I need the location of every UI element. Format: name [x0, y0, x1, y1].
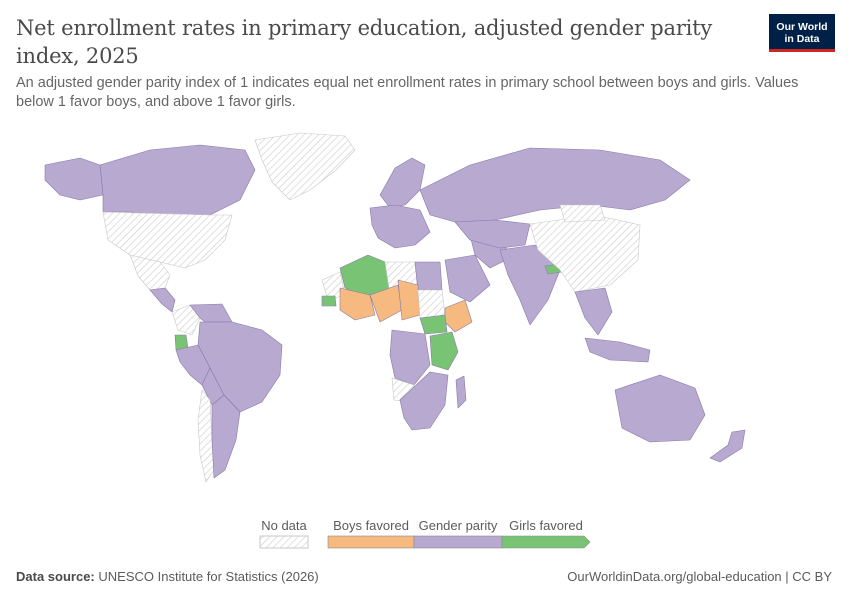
country-senegal[interactable] — [321, 295, 337, 307]
country-egypt[interactable] — [414, 261, 443, 291]
country-colombia[interactable] — [171, 304, 201, 336]
country-argentina[interactable] — [211, 394, 241, 479]
owid-logo[interactable]: Our World in Data — [769, 14, 835, 52]
country-mongolia[interactable] — [559, 204, 606, 223]
legend-label-boys-favored: Boys favored — [333, 518, 409, 533]
legend-swatch-girls-favored[interactable] — [501, 535, 591, 549]
country-greenland[interactable] — [254, 132, 356, 201]
legend-swatch-gender-parity[interactable] — [413, 535, 503, 549]
legend-label-no-data: No data — [261, 518, 307, 533]
country-kenya-tanzania[interactable] — [429, 331, 459, 371]
country-chile[interactable] — [197, 389, 215, 483]
country-southern-africa[interactable] — [399, 371, 449, 431]
country-central-asia[interactable] — [454, 219, 531, 249]
legend-swatch-no-data[interactable] — [259, 535, 309, 549]
legend-label-girls-favored: Girls favored — [509, 518, 583, 533]
country-mali[interactable] — [339, 287, 376, 321]
country-scandinavia[interactable] — [379, 157, 426, 209]
logo-line-1: Our World — [776, 21, 828, 33]
country-indonesia[interactable] — [584, 337, 651, 363]
chart-title: Net enrollment rates in primary educatio… — [16, 16, 713, 68]
country-ethiopia[interactable] — [444, 299, 473, 333]
data-source-label: Data source: — [16, 569, 95, 584]
world-map[interactable] — [0, 120, 850, 500]
country-alaska[interactable] — [44, 157, 104, 201]
country-drc[interactable] — [389, 329, 431, 386]
country-russia[interactable] — [419, 147, 691, 223]
country-united-states[interactable] — [102, 211, 233, 269]
country-canada[interactable] — [99, 144, 256, 216]
country-sudan[interactable] — [417, 289, 446, 319]
logo-accent-bar — [769, 49, 835, 52]
data-source: Data source: UNESCO Institute for Statis… — [16, 569, 319, 584]
map-legend: No data Boys favored Gender parity Girls… — [259, 518, 591, 549]
country-saudi-arabia[interactable] — [444, 254, 491, 303]
country-western-europe[interactable] — [369, 204, 431, 249]
country-central-america[interactable] — [149, 287, 176, 313]
country-madagascar[interactable] — [455, 375, 467, 409]
country-south-sudan[interactable] — [419, 314, 448, 335]
logo-line-2: in Data — [784, 33, 820, 45]
country-southeast-asia[interactable] — [574, 287, 613, 336]
country-china[interactable] — [529, 214, 641, 293]
footer-url[interactable]: OurWorldinData.org/global-education | CC… — [567, 569, 832, 584]
chart-subtitle: An adjusted gender parity index of 1 ind… — [16, 75, 799, 110]
country-new-zealand[interactable] — [709, 429, 746, 463]
country-chad[interactable] — [397, 279, 421, 321]
data-source-text[interactable]: UNESCO Institute for Statistics (2026) — [98, 569, 319, 584]
legend-label-gender-parity: Gender parity — [419, 518, 498, 533]
legend-swatch-boys-favored[interactable] — [327, 535, 415, 549]
country-australia[interactable] — [614, 374, 706, 443]
